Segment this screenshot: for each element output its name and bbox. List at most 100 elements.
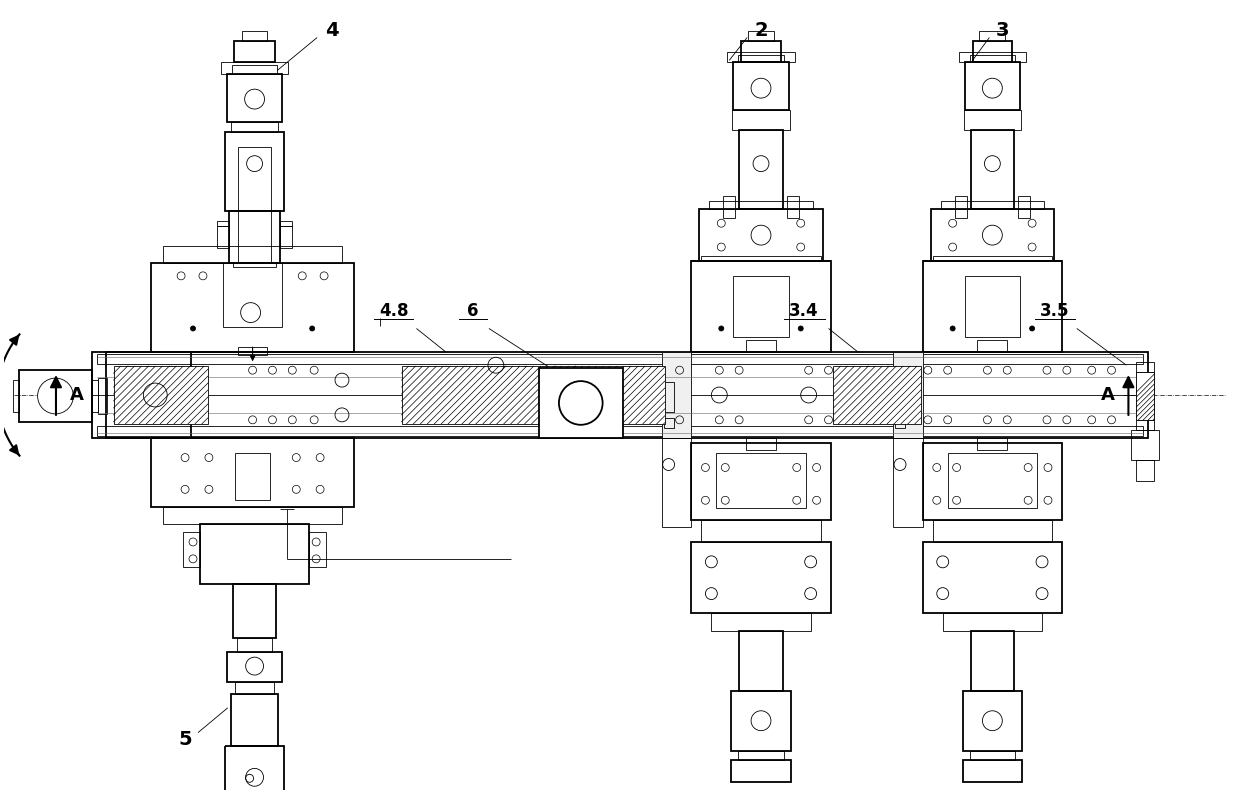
Bar [712, 614, 811, 631]
Bar [1136, 419, 1154, 430]
Bar [92, 352, 1148, 438]
Bar [738, 750, 784, 760]
Bar [663, 382, 673, 412]
Bar [151, 438, 353, 508]
Bar [971, 631, 1014, 691]
Bar [733, 276, 789, 337]
Bar [402, 366, 665, 423]
Text: 4.8: 4.8 [379, 301, 408, 320]
Bar [228, 211, 280, 263]
Bar [662, 438, 692, 527]
Text: 3.5: 3.5 [1040, 301, 1070, 320]
Bar [977, 340, 1007, 352]
Bar [221, 63, 289, 75]
Bar [692, 442, 831, 520]
Bar [538, 368, 622, 438]
Bar [702, 256, 821, 261]
Text: 3.4: 3.4 [789, 301, 818, 320]
Bar [217, 221, 228, 226]
Bar [663, 418, 673, 427]
Bar [238, 147, 272, 263]
Bar [963, 110, 1022, 130]
Bar [972, 40, 1012, 63]
Bar [738, 56, 784, 63]
Bar [151, 263, 353, 352]
Bar [164, 246, 342, 263]
Bar [200, 524, 309, 584]
Circle shape [799, 326, 804, 331]
Bar [14, 380, 20, 412]
Bar [280, 226, 293, 248]
Bar [971, 130, 1014, 209]
Bar [717, 453, 806, 508]
Bar [962, 760, 1022, 782]
Bar [942, 614, 1042, 631]
Bar [739, 130, 782, 209]
Bar [748, 31, 774, 40]
Circle shape [310, 326, 315, 331]
Bar [941, 201, 1044, 209]
Bar [280, 221, 293, 226]
Bar [234, 453, 270, 500]
Bar [224, 132, 284, 211]
Bar [227, 652, 283, 682]
Bar [787, 197, 799, 218]
Bar [1136, 460, 1154, 481]
Bar [727, 52, 795, 63]
Bar [962, 691, 1022, 750]
Circle shape [37, 378, 73, 414]
Bar [931, 209, 1054, 261]
Bar [217, 226, 228, 248]
Bar [114, 366, 208, 423]
Bar [893, 438, 923, 527]
Bar [732, 110, 790, 130]
Bar [242, 31, 268, 40]
Bar [932, 520, 1052, 542]
Bar [1136, 372, 1154, 419]
Bar [234, 682, 274, 694]
Bar [164, 508, 342, 524]
Bar [97, 354, 1143, 364]
Bar [955, 197, 966, 218]
Bar [97, 426, 1143, 435]
Text: A: A [69, 386, 84, 404]
Bar [746, 340, 776, 352]
Bar [723, 197, 735, 218]
Bar [227, 75, 283, 122]
Text: 3: 3 [996, 21, 1009, 40]
Bar [699, 209, 822, 261]
Circle shape [950, 326, 955, 331]
Bar [1131, 430, 1159, 460]
Bar [92, 380, 98, 412]
Bar [233, 263, 277, 267]
Bar [233, 40, 275, 63]
Bar [732, 691, 791, 750]
Bar [742, 40, 781, 63]
Bar [895, 418, 905, 427]
Bar [1018, 197, 1030, 218]
Text: A: A [1101, 386, 1115, 404]
Bar [232, 65, 278, 75]
Bar [231, 694, 279, 745]
Bar [237, 638, 273, 652]
Bar [231, 122, 279, 132]
Text: 5: 5 [179, 730, 192, 749]
Circle shape [719, 326, 724, 331]
Bar [732, 760, 791, 782]
Bar [1136, 362, 1154, 372]
Bar [893, 352, 923, 438]
Bar [980, 31, 1006, 40]
Text: 2: 2 [754, 21, 768, 40]
Bar [98, 378, 107, 414]
Bar [692, 261, 831, 352]
Bar [692, 542, 831, 614]
Bar [970, 750, 1016, 760]
Bar [923, 542, 1061, 614]
Bar [923, 261, 1061, 352]
Bar [1136, 372, 1154, 419]
Bar [662, 352, 692, 438]
Text: 6: 6 [467, 301, 479, 320]
Bar [739, 631, 782, 691]
Bar [709, 201, 812, 209]
Bar [923, 442, 1061, 520]
